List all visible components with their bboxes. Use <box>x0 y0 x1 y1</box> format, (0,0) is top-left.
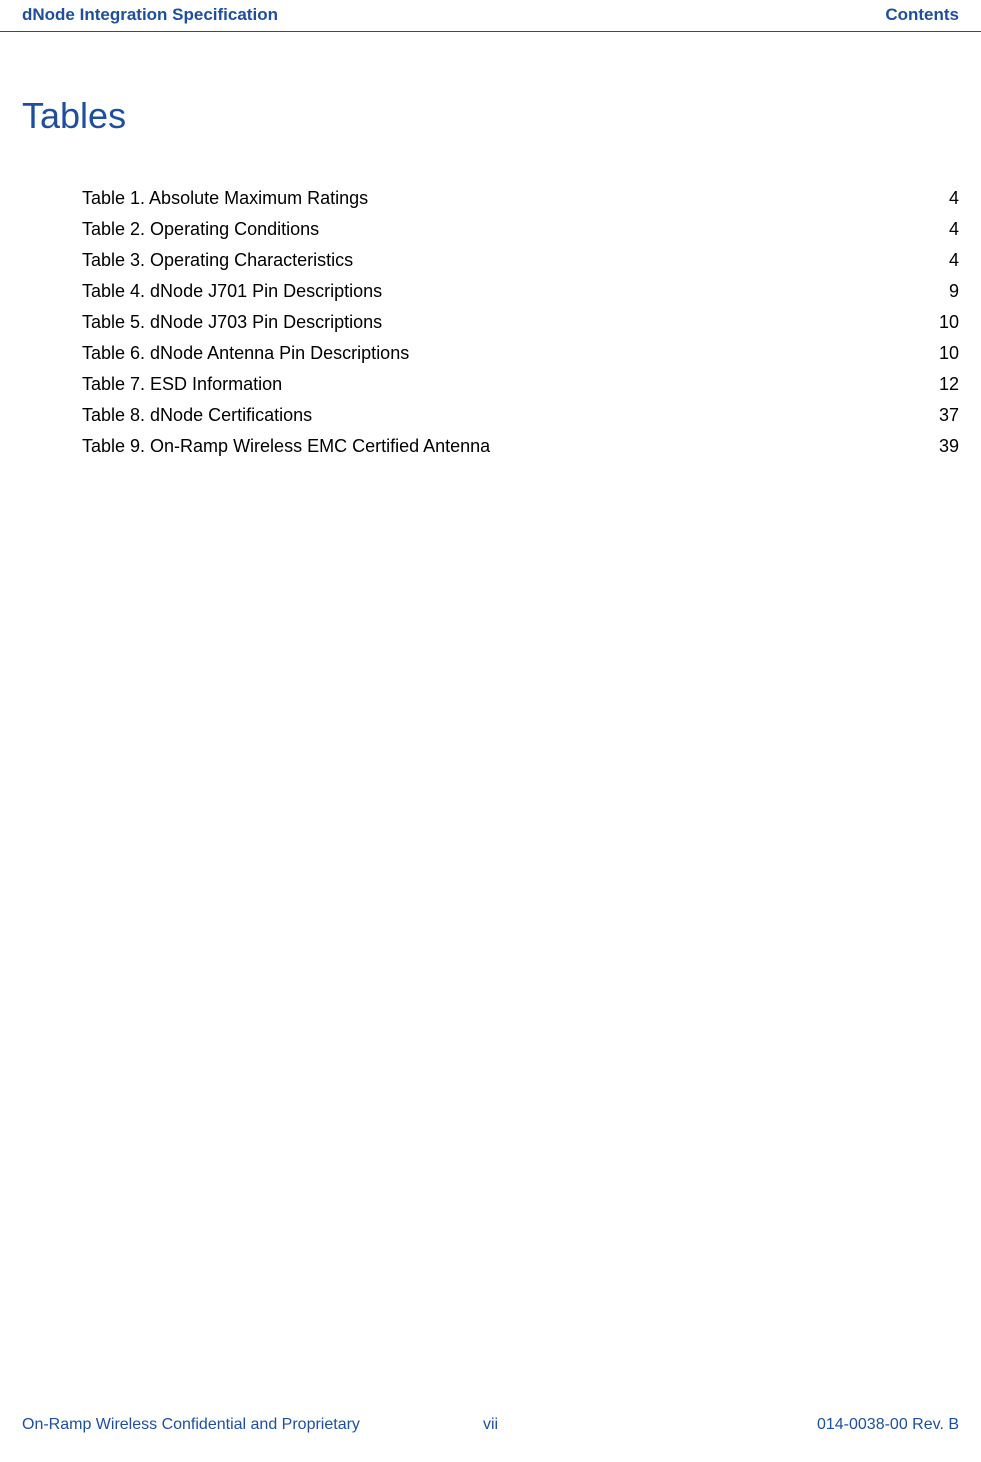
toc-entry[interactable]: Table 6. dNode Antenna Pin Descriptions … <box>82 344 959 362</box>
page-header: dNode Integration Specification Contents <box>0 0 981 32</box>
toc-page-number: 4 <box>949 220 959 238</box>
toc-entry[interactable]: Table 5. dNode J703 Pin Descriptions 10 <box>82 313 959 331</box>
toc-label: Table 9. On-Ramp Wireless EMC Certified … <box>82 437 490 455</box>
toc-page-number: 12 <box>939 375 959 393</box>
toc-entry[interactable]: Table 7. ESD Information 12 <box>82 375 959 393</box>
page-footer: On-Ramp Wireless Confidential and Propri… <box>22 1416 959 1434</box>
toc-entry[interactable]: Table 1. Absolute Maximum Ratings 4 <box>82 189 959 207</box>
footer-page-number: vii <box>483 1416 498 1434</box>
toc-label: Table 8. dNode Certifications <box>82 406 312 424</box>
toc-entry[interactable]: Table 3. Operating Characteristics 4 <box>82 251 959 269</box>
toc-label: Table 4. dNode J701 Pin Descriptions <box>82 282 382 300</box>
footer-right: 014-0038-00 Rev. B <box>817 1416 959 1434</box>
toc-page-number: 4 <box>949 189 959 207</box>
toc-page-number: 9 <box>949 282 959 300</box>
toc-label: Table 6. dNode Antenna Pin Descriptions <box>82 344 409 362</box>
toc-page-number: 39 <box>939 437 959 455</box>
footer-left: On-Ramp Wireless Confidential and Propri… <box>22 1416 360 1434</box>
document-page: dNode Integration Specification Contents… <box>0 0 981 1462</box>
toc-entry[interactable]: Table 8. dNode Certifications 37 <box>82 406 959 424</box>
toc-page-number: 37 <box>939 406 959 424</box>
header-title-right: Contents <box>885 5 959 25</box>
toc-label: Table 2. Operating Conditions <box>82 220 319 238</box>
header-title-left: dNode Integration Specification <box>22 5 278 25</box>
toc-label: Table 3. Operating Characteristics <box>82 251 353 269</box>
toc-page-number: 4 <box>949 251 959 269</box>
toc-page-number: 10 <box>939 344 959 362</box>
page-content: Tables Table 1. Absolute Maximum Ratings… <box>22 95 959 468</box>
toc-entry[interactable]: Table 9. On-Ramp Wireless EMC Certified … <box>82 437 959 455</box>
toc-page-number: 10 <box>939 313 959 331</box>
toc-entry[interactable]: Table 2. Operating Conditions 4 <box>82 220 959 238</box>
toc-label: Table 7. ESD Information <box>82 375 282 393</box>
toc-label: Table 5. dNode J703 Pin Descriptions <box>82 313 382 331</box>
toc-entry[interactable]: Table 4. dNode J701 Pin Descriptions 9 <box>82 282 959 300</box>
section-heading: Tables <box>22 95 959 137</box>
tables-toc-list: Table 1. Absolute Maximum Ratings 4 Tabl… <box>22 189 959 455</box>
toc-label: Table 1. Absolute Maximum Ratings <box>82 189 368 207</box>
